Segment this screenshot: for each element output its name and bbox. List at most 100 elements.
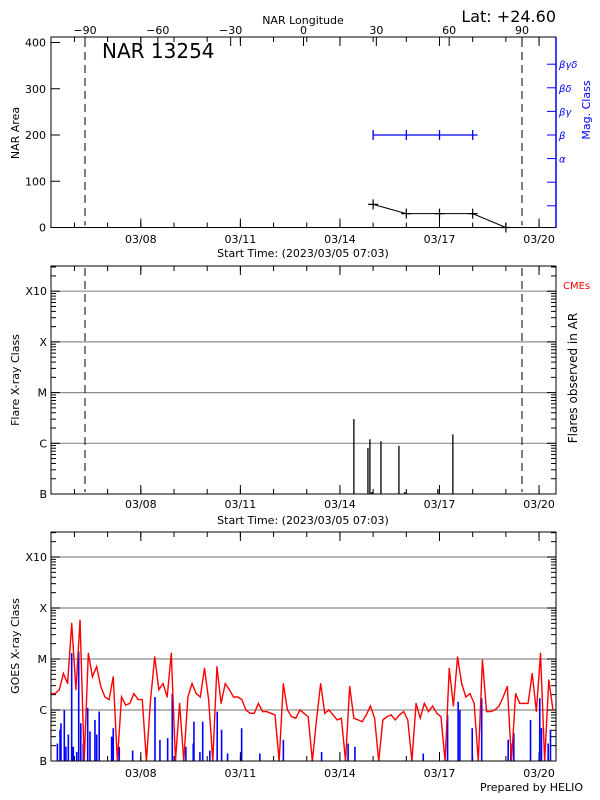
goes-long-sample-point — [419, 717, 421, 719]
goes-long-sample-point — [129, 702, 131, 704]
goes-long-sample-point — [452, 705, 454, 707]
goes-long-sample-point — [315, 719, 318, 721]
class-tick-label: B — [39, 755, 47, 768]
class-tick-label: X10 — [25, 285, 47, 298]
goes-long-sample-point — [104, 696, 106, 698]
goes-long-sample-point — [91, 676, 94, 678]
area-tick-label: 400 — [25, 37, 46, 50]
goes-long-sample-point — [75, 689, 77, 691]
goes-long-sample-point — [415, 702, 417, 704]
goes-long-sample-point — [166, 696, 168, 698]
goes-long-sample-point — [158, 689, 160, 691]
goes-long-sample-point — [328, 709, 330, 711]
goes-long-sample-point — [465, 696, 467, 698]
goes-long-sample-point — [162, 682, 164, 685]
goes-long-sample-point — [506, 685, 508, 688]
goes-long-sample-point — [527, 702, 529, 704]
goes-long-sample-point — [361, 721, 363, 723]
goes-long-sample-point — [440, 716, 442, 718]
goes-long-sample-point — [394, 719, 396, 721]
goes-long-sample-point — [332, 714, 334, 716]
goes-long-sample-point — [448, 667, 450, 669]
mag-class-tick-label: βδ — [558, 84, 572, 95]
goes-long-sample-point — [149, 698, 152, 701]
goes-long-sample-point — [299, 709, 301, 711]
goes-long-sample-point — [154, 656, 156, 658]
goes-long-sample-point — [291, 716, 293, 718]
goes-long-sample-point — [515, 692, 517, 695]
goes-long-sample-point — [373, 717, 376, 719]
goes-long-sample-point — [286, 709, 289, 711]
middle-start-time-label: Start Time: (2023/03/05 07:03) — [217, 514, 389, 527]
goes-long-sample-point — [58, 689, 60, 691]
goes-long-sample-point — [365, 714, 367, 716]
longitude-tick-label: −30 — [219, 24, 242, 37]
date-tick-label: 03/08 — [125, 767, 157, 780]
goes-long-sample-point — [386, 716, 388, 718]
goes-long-sample-point — [456, 656, 459, 658]
goes-long-sample-point — [79, 619, 81, 621]
goes-long-sample-point — [270, 712, 272, 714]
date-tick-label: 03/08 — [125, 498, 157, 511]
date-tick-label: 03/11 — [225, 233, 257, 246]
goes-long-sample-point — [535, 711, 537, 713]
goes-long-sample-point — [87, 652, 89, 654]
goes-long-sample-point — [199, 696, 201, 698]
goes-long-sample-point — [237, 696, 239, 698]
goes-long-sample-point — [423, 702, 425, 704]
goes-long-sample-point — [108, 698, 110, 701]
goes-long-sample-point — [62, 672, 65, 675]
goes-long-sample-point — [187, 696, 189, 698]
mag-class-tick-label: βγδ — [558, 60, 577, 71]
longitude-tick-label: 60 — [442, 24, 456, 37]
goes-long-sample-point — [523, 702, 525, 704]
goes-long-sample-point — [257, 702, 260, 704]
goes-long-sample-point — [295, 717, 297, 719]
area-tick-label: 100 — [25, 175, 46, 188]
goes-long-sample-point — [432, 705, 434, 707]
mag-class-tick-label: β — [558, 131, 566, 142]
goes-long-sample-point — [100, 685, 102, 688]
goes-long-sample-point — [552, 709, 554, 711]
flare-class-axis-title: Flare X-ray Class — [9, 334, 22, 426]
goes-long-sample-point — [241, 698, 243, 701]
goes-long-sample-point — [220, 702, 222, 704]
class-tick-label: C — [39, 704, 47, 717]
goes-long-sample-point — [382, 719, 384, 721]
goes-long-sample-point — [390, 714, 392, 716]
top-start-time-label: Start Time: (2023/03/05 07:03) — [217, 247, 389, 260]
goes-long-sample-point — [353, 717, 355, 719]
goes-long-sample-point — [249, 712, 251, 714]
goes-long-sample-point — [469, 692, 471, 695]
goes-long-sample-point — [96, 665, 98, 668]
goes-long-sample-point — [203, 667, 206, 669]
goes-long-sample-point — [232, 696, 235, 698]
goes-long-sample-point — [357, 719, 359, 721]
class-tick-label: C — [39, 437, 47, 450]
longitude-tick-label: −90 — [73, 24, 96, 37]
goes-long-sample-point — [282, 682, 284, 685]
date-tick-label: 03/17 — [424, 498, 456, 511]
goes-long-sample-point — [303, 712, 305, 714]
date-tick-label: 03/17 — [424, 767, 456, 780]
goes-long-sample-point — [274, 714, 276, 716]
goes-long-sample-point — [208, 698, 210, 701]
goes-long-channel-line — [51, 620, 554, 761]
goes-long-sample-point — [261, 711, 264, 713]
goes-long-sample-point — [349, 685, 351, 688]
goes-long-sample-point — [485, 711, 488, 713]
mag-class-tick-label: βγ — [558, 107, 572, 118]
goes-long-sample-point — [461, 682, 463, 685]
class-tick-label: B — [39, 488, 47, 501]
class-tick-label: M — [38, 653, 48, 666]
date-tick-label: 03/20 — [523, 498, 555, 511]
goes-long-sample-point — [407, 719, 409, 721]
prepared-by-footer: Prepared by HELIO — [480, 781, 583, 794]
goes-long-sample-point — [224, 682, 226, 685]
goes-long-sample-point — [307, 716, 309, 718]
goes-long-sample-point — [502, 696, 504, 698]
date-tick-label: 03/08 — [125, 233, 157, 246]
top-axis-title: NAR Longitude — [262, 14, 344, 27]
class-tick-label: X10 — [25, 551, 47, 564]
